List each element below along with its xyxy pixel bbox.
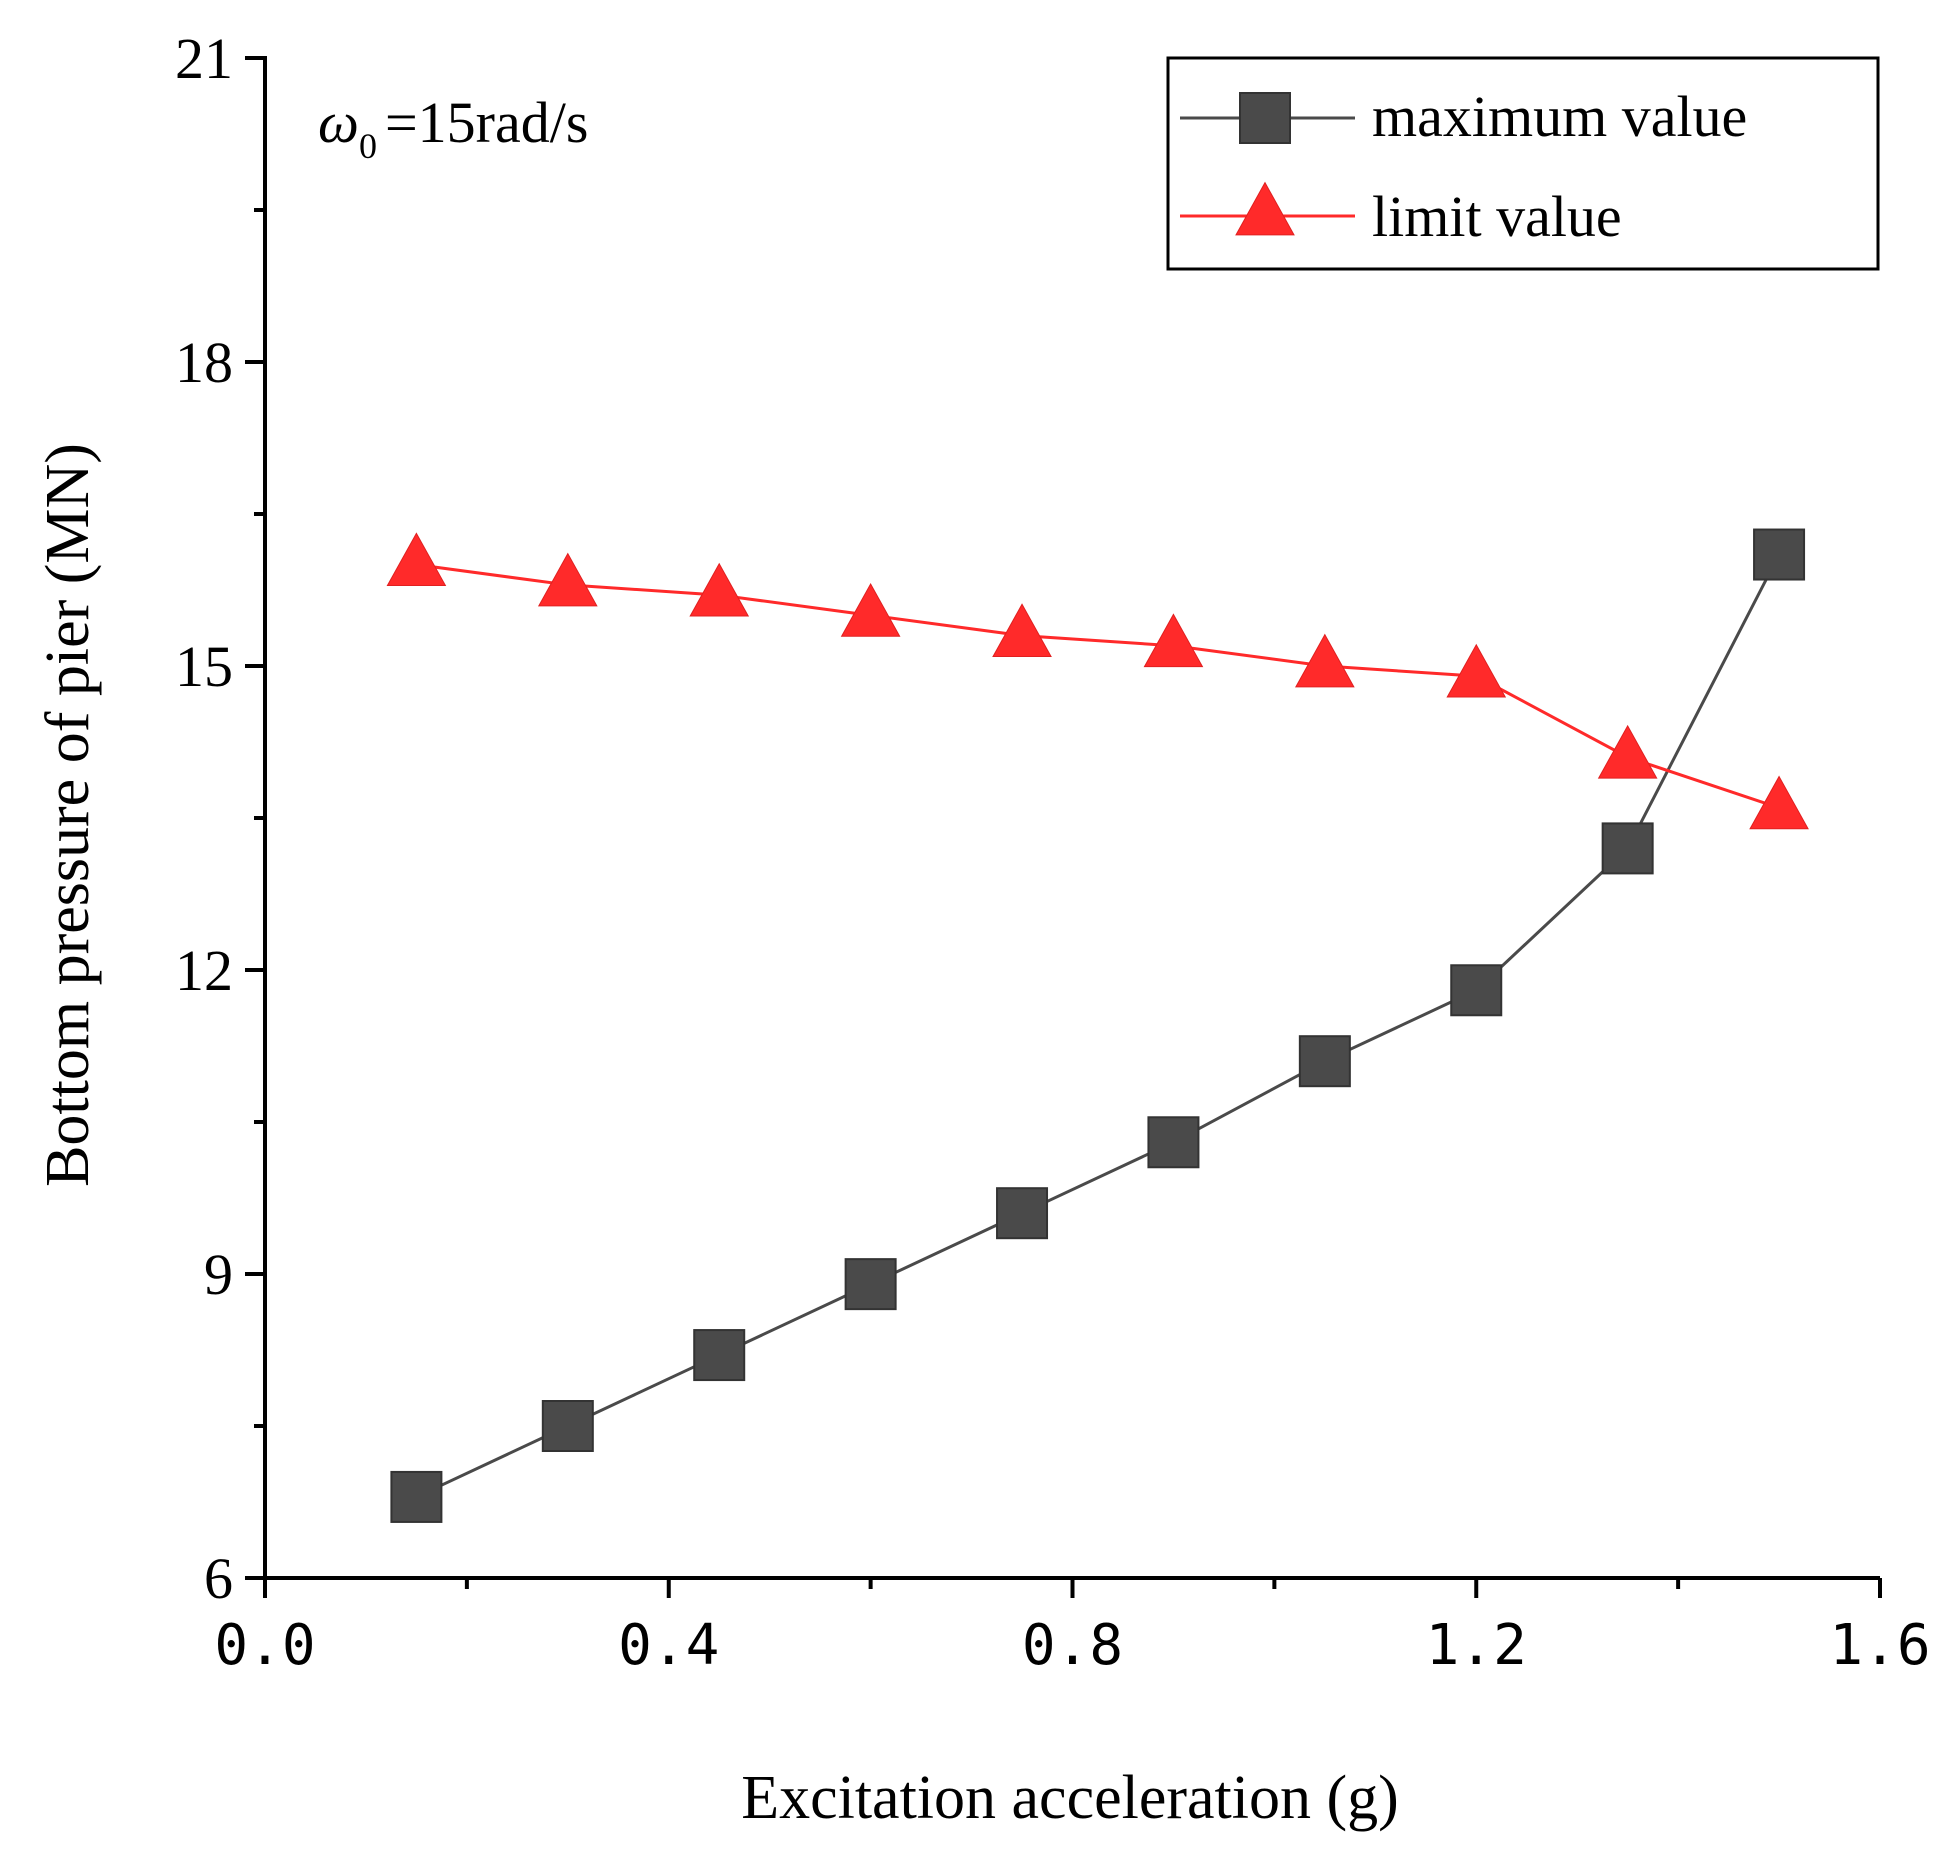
data-point <box>1749 775 1809 830</box>
data-point <box>386 532 447 587</box>
data-point <box>1298 1035 1351 1088</box>
series-limit-value <box>386 532 1809 830</box>
data-point <box>996 1187 1049 1240</box>
y-tick-label: 6 <box>204 1546 233 1611</box>
y-tick-label: 9 <box>204 1242 233 1307</box>
data-point <box>537 552 598 607</box>
y-tick-label: 15 <box>175 634 233 699</box>
y-axis-title: Bottom pressure of pier (MN) <box>34 443 102 1187</box>
series-line <box>415 553 1781 1499</box>
data-point <box>1597 724 1658 779</box>
x-tick-label: 0.8 <box>1022 1613 1123 1678</box>
data-point <box>1753 528 1806 581</box>
data-point <box>844 1258 897 1311</box>
axes-layer: 6 9 12 15 18 21 0.0 0.4 0.8 1.2 1.6 <box>175 26 1931 1678</box>
data-point <box>840 582 901 637</box>
legend: maximum value limit value <box>1166 56 1880 271</box>
legend-entry-maximum-value <box>1180 92 1355 144</box>
legend-entry-limit-value <box>1180 181 1355 236</box>
legend-marker <box>1239 92 1291 144</box>
omega-symbol: ω <box>318 90 359 155</box>
x-axis-title: Excitation acceleration (g) <box>741 1764 1399 1832</box>
data-point <box>1446 643 1507 698</box>
x-tick-label: 1.2 <box>1426 1613 1527 1678</box>
omega-annotation: ω0 =15rad/s <box>318 90 588 166</box>
y-tick-label: 12 <box>175 938 233 1003</box>
legend-label-maximum-value: maximum value <box>1372 84 1747 149</box>
data-point <box>693 1329 746 1382</box>
series-maximum-value <box>390 528 1806 1523</box>
y-tick-label: 21 <box>175 26 233 91</box>
legend-marker <box>1235 181 1295 236</box>
legend-label-limit-value: limit value <box>1372 184 1622 249</box>
omega-value: =15rad/s <box>385 90 588 155</box>
y-tick-label: 18 <box>175 330 233 395</box>
data-point <box>1294 633 1355 688</box>
x-tick-label: 0.4 <box>618 1613 719 1678</box>
data-point <box>992 603 1052 657</box>
data-point <box>390 1470 443 1523</box>
x-tick-label: 1.6 <box>1829 1613 1930 1678</box>
data-point <box>1143 613 1204 668</box>
omega-subscript: 0 <box>359 126 377 166</box>
data-point <box>1147 1116 1200 1169</box>
series-line <box>416 563 1780 810</box>
data-point <box>541 1400 594 1452</box>
series-layer <box>386 528 1809 1523</box>
x-tick-label: 0.0 <box>214 1613 315 1678</box>
data-point <box>689 562 750 617</box>
data-point <box>1450 964 1503 1017</box>
data-point <box>1601 822 1654 875</box>
